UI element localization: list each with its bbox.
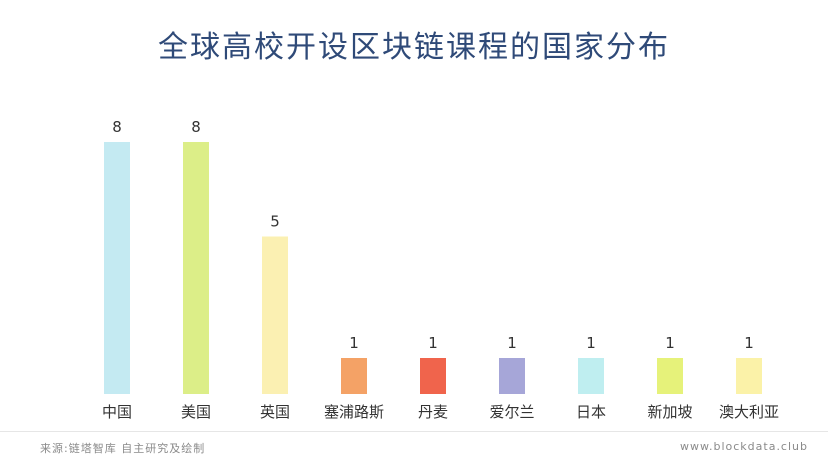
category-label-0: 中国 <box>102 403 132 421</box>
category-label-6: 日本 <box>576 403 606 421</box>
category-label-7: 新加坡 <box>647 403 692 421</box>
chart-title: 全球高校开设区块链课程的国家分布 <box>158 30 670 65</box>
data-label-6: 1 <box>586 334 596 352</box>
data-label-7: 1 <box>665 334 675 352</box>
category-label-5: 爱尔兰 <box>489 403 534 421</box>
bar-1 <box>183 142 209 394</box>
data-label-3: 1 <box>349 334 359 352</box>
category-label-3: 塞浦路斯 <box>324 403 384 421</box>
data-label-5: 1 <box>507 334 517 352</box>
source-note: 来源:链塔智库 自主研究及绘制 <box>40 442 206 455</box>
data-label-0: 8 <box>112 118 122 136</box>
bar-3 <box>341 358 367 394</box>
category-label-1: 美国 <box>181 403 211 421</box>
bar-4 <box>420 358 446 394</box>
category-label-4: 丹麦 <box>418 403 448 421</box>
data-label-4: 1 <box>428 334 438 352</box>
bar-2 <box>262 236 288 394</box>
data-label-2: 5 <box>270 213 280 231</box>
data-label-8: 1 <box>744 334 754 352</box>
bar-6 <box>578 358 604 394</box>
bar-8 <box>736 358 762 394</box>
bar-0 <box>104 142 130 394</box>
bar-7 <box>657 358 683 394</box>
category-label-2: 英国 <box>260 403 290 421</box>
bar-5 <box>499 358 525 394</box>
footer-divider <box>0 431 828 432</box>
watermark: www.blockdata.club <box>680 440 808 453</box>
category-label-8: 澳大利亚 <box>719 403 779 421</box>
data-label-1: 8 <box>191 118 201 136</box>
